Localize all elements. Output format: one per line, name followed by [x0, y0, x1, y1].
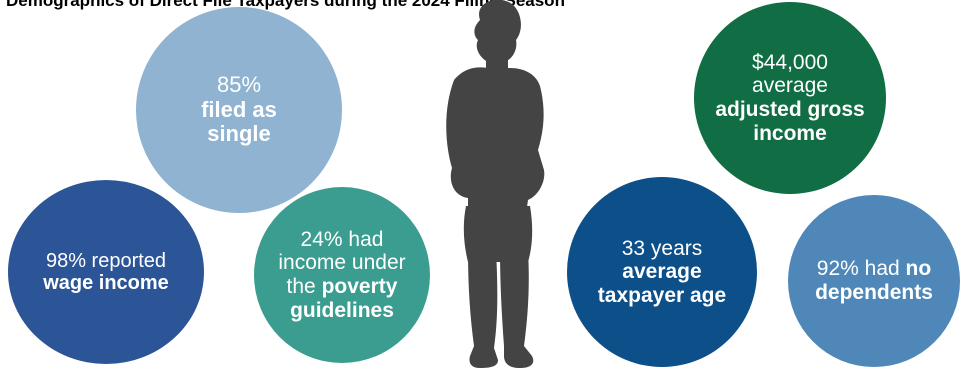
person-silhouette-icon [446, 0, 545, 368]
bubble-age-line3: taxpayer age [597, 283, 727, 307]
bubble-wage-percent: 98% reported [45, 249, 167, 272]
bubble-age-years: 33 years [621, 236, 703, 260]
bubble-adjusted-gross-income: $44,000 average adjusted gross income [694, 2, 886, 194]
bubble-age-line2: average [622, 260, 702, 284]
bubble-poverty-line3-bold: poverty [321, 275, 398, 298]
bubble-no-dependents: 92% had no dependents [788, 195, 960, 367]
bubble-dependents-line2: dependents [815, 281, 933, 304]
bubble-agi-line4: income [753, 121, 827, 145]
bubble-dependents-pre: 92% had [816, 257, 906, 281]
bubble-agi-amount: $44,000 [752, 50, 828, 74]
bubble-dependents-line1: 92% had no [817, 257, 931, 281]
bubble-single-label-2: single [207, 121, 271, 147]
bubble-single-label-1: filed as [201, 96, 277, 122]
bubble-wage-income: 98% reported wage income [8, 180, 204, 364]
bubble-average-age: 33 years average taxpayer age [567, 177, 757, 367]
bubble-poverty-line3: the poverty [287, 275, 398, 299]
bubble-poverty-line3-pre: the [286, 275, 322, 298]
bubble-single-percent: 85% [216, 72, 262, 98]
bubble-agi-line2: average [752, 74, 828, 98]
bubble-poverty-guidelines: 24% had income under the poverty guideli… [254, 187, 430, 363]
bubble-wage-label: wage income [43, 272, 169, 294]
bubble-poverty-line2: income under [278, 251, 406, 275]
bubble-filed-single: 85% filed as single [136, 7, 342, 213]
bubble-agi-line3: adjusted gross [715, 98, 865, 121]
bubble-poverty-percent: 24% had [300, 227, 384, 251]
bubble-dependents-bold: no [905, 257, 932, 281]
bubble-poverty-line4: guidelines [290, 298, 394, 322]
page-title: Demographics of Direct File Taxpayers du… [6, 0, 565, 10]
